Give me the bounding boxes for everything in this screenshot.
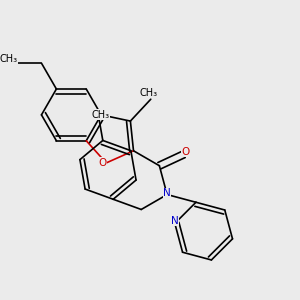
Text: O: O [182,146,190,157]
Text: CH₃: CH₃ [92,110,110,120]
Text: N: N [163,188,171,199]
Text: CH₃: CH₃ [140,88,158,98]
Text: O: O [98,158,106,168]
Text: N: N [171,216,179,226]
Text: CH₃: CH₃ [0,54,17,64]
